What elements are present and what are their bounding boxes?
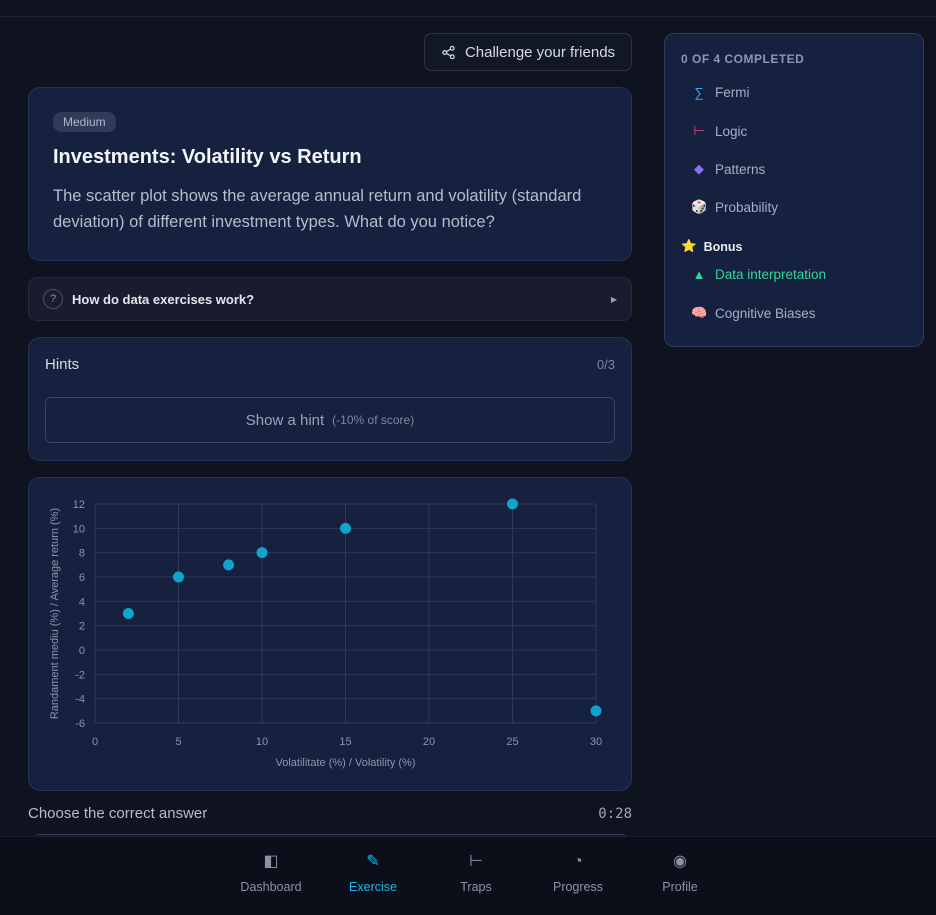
sidebar-item-label: Patterns: [715, 161, 766, 177]
data-point: [340, 522, 351, 534]
pencil-icon: ✎: [366, 853, 380, 870]
nav-label: Progress: [552, 880, 604, 894]
nav-label: Exercise: [349, 880, 397, 894]
data-point: [223, 559, 235, 571]
data-point: [173, 571, 184, 583]
traps-icon: ⊢: [469, 853, 483, 870]
x-tick-label: 10: [256, 736, 268, 748]
turnstile-icon: ⊢: [693, 123, 705, 138]
brain-icon: 🧠: [691, 305, 708, 320]
answer-prompt: Choose the correct answer: [28, 805, 208, 822]
x-tick-label: 20: [423, 736, 435, 748]
challenge-label: Challenge your friends: [464, 43, 616, 61]
sidebar-item-label: Data interpretation: [715, 267, 827, 282]
x-tick-label: 5: [175, 736, 181, 748]
x-axis-label: Volatilitate (%) / Volatility (%): [276, 757, 416, 769]
hints-count: 0/3: [596, 357, 615, 372]
y-tick-label: -4: [75, 694, 85, 706]
completion-heading: 0 OF 4 COMPLETED: [681, 52, 805, 66]
share-icon: [442, 45, 455, 59]
dice-icon: 🎲: [691, 199, 708, 214]
y-tick-label: -6: [75, 718, 85, 730]
sidebar-item-label: Cognitive Biases: [715, 305, 816, 321]
show-hint-button[interactable]: Show a hint (-10% of score): [45, 397, 615, 443]
timer: 0:28: [598, 805, 632, 822]
star-icon: ⭐: [681, 239, 697, 253]
question-title: Investments: Volatility vs Return: [53, 146, 362, 168]
top-divider: [0, 16, 936, 17]
nav-progress[interactable]: ◔ Progress: [533, 853, 623, 894]
caret-right-icon: ▶: [610, 294, 617, 304]
chart-card: 12 10 8 6 4 2 0 -2 -4 -6 0 5 10 15 20 25 30 Volatilitate …: [28, 477, 632, 791]
sidebar-item-cognitive-biases[interactable]: 🧠 Cognitive Biases: [691, 305, 816, 321]
y-tick-label: 2: [79, 621, 85, 633]
y-axis-label: Randament mediu (%) / Average return (%): [49, 508, 61, 719]
data-point: [256, 547, 268, 559]
profile-icon: ◉: [673, 853, 687, 870]
hints-title: Hints: [45, 356, 80, 373]
sidebar-item-logic[interactable]: ⊢ Logic: [691, 123, 747, 139]
bottom-navigation: ◧ Dashboard ✎ Exercise ⊢ Traps ◔ Progres…: [0, 836, 936, 915]
hint-button-note: (-10% of score): [332, 413, 415, 427]
pie-chart-icon: ◔: [573, 853, 583, 870]
y-tick-label: 10: [73, 523, 85, 535]
data-point: [122, 608, 134, 619]
difficulty-badge: Medium: [53, 112, 116, 132]
y-tick-label: -2: [75, 669, 85, 681]
x-tick-label: 0: [92, 736, 98, 748]
faq-label: How do data exercises work?: [72, 291, 255, 307]
nav-profile[interactable]: ◉ Profile: [635, 853, 725, 894]
sidebar-item-probability[interactable]: 🎲 Probability: [691, 199, 778, 215]
nav-traps[interactable]: ⊢ Traps: [431, 853, 521, 894]
x-tick-label: 25: [506, 736, 518, 748]
sidebar-item-label: Fermi: [715, 85, 750, 100]
nav-dashboard[interactable]: ◧ Dashboard: [226, 853, 316, 894]
y-tick-label: 0: [79, 645, 85, 657]
sidebar-item-data-interpretation[interactable]: ▲ Data interpretation: [691, 267, 827, 282]
challenge-friends-button[interactable]: Challenge your friends: [424, 33, 632, 71]
nav-label: Traps: [460, 880, 492, 894]
question-text: The scatter plot shows the average annua…: [53, 187, 582, 231]
faq-toggle[interactable]: ? How do data exercises work? ▶: [28, 277, 632, 321]
data-point: [507, 498, 518, 510]
y-tick-label: 12: [73, 499, 85, 511]
answer-header: Choose the correct answer 0:28: [28, 805, 632, 822]
nav-label: Dashboard: [240, 880, 302, 894]
nav-label: Profile: [662, 880, 698, 894]
triangle-icon: ▲: [692, 267, 706, 282]
question-mark-icon: ?: [43, 289, 63, 309]
sidebar-item-fermi[interactable]: ∑ Fermi: [691, 85, 750, 100]
bonus-label: Bonus: [703, 239, 743, 254]
sidebar-item-patterns[interactable]: ◆ Patterns: [691, 161, 765, 177]
question-card: Medium Investments: Volatility vs Return…: [28, 87, 632, 261]
y-tick-label: 4: [79, 596, 85, 608]
answer-option-peek[interactable]: [36, 834, 626, 837]
data-point: [590, 705, 602, 717]
nav-exercise[interactable]: ✎ Exercise: [328, 853, 418, 894]
dashboard-icon: ◧: [263, 853, 279, 870]
diamond-icon: ◆: [694, 161, 704, 176]
sidebar-item-label: Logic: [715, 123, 748, 139]
y-tick-label: 8: [79, 548, 85, 560]
bonus-heading: ⭐ Bonus: [681, 239, 742, 254]
x-tick-label: 15: [339, 736, 351, 748]
x-tick-label: 30: [590, 736, 602, 748]
y-tick-label: 6: [79, 572, 85, 584]
hints-card: Hints 0/3 Show a hint (-10% of score): [28, 337, 632, 461]
category-sidebar: 0 OF 4 COMPLETED ∑ Fermi ⊢ Logic ◆ Patte…: [664, 33, 924, 347]
sidebar-item-label: Probability: [715, 199, 779, 215]
sigma-icon: ∑: [694, 85, 704, 100]
hint-button-label: Show a hint: [245, 411, 325, 429]
